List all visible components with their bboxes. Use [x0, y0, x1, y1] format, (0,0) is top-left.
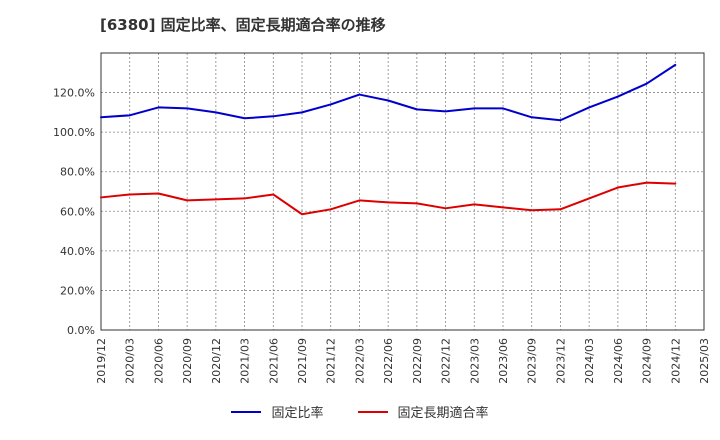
y-tick-label: 60.0%: [60, 205, 95, 218]
x-tick-label: 2021/12: [325, 338, 338, 384]
x-tick-label: 2020/09: [181, 338, 194, 384]
chart-title: [6380] 固定比率、固定長期適合率の推移: [100, 16, 386, 34]
x-tick-label: 2023/12: [554, 338, 567, 384]
legend-item-fixed-long-term-ratio: 固定長期適合率: [357, 402, 489, 421]
x-tick-label: 2024/12: [669, 338, 682, 384]
x-tick-label: 2019/12: [95, 338, 108, 384]
x-tick-label: 2024/09: [641, 338, 654, 384]
x-tick-label: 2024/06: [612, 338, 625, 384]
legend: 固定比率 固定長期適合率: [0, 402, 720, 421]
legend-swatch-fixed-long-term-ratio: [357, 410, 388, 413]
y-tick-label: 120.0%: [53, 87, 95, 100]
x-tick-label: 2020/03: [124, 338, 137, 384]
x-tick-label: 2022/06: [382, 338, 395, 384]
y-axis: 0.0% 20.0% 40.0% 60.0% 80.0% 100.0% 120.0%: [53, 87, 95, 337]
series-lines: [100, 63, 677, 216]
legend-item-fixed-ratio: 固定比率: [231, 402, 324, 421]
x-tick-label: 2021/03: [239, 338, 252, 384]
legend-label-fixed-ratio: 固定比率: [271, 406, 324, 421]
y-tick-label: 20.0%: [60, 284, 95, 297]
series-line-fixed-ratio: [100, 63, 677, 122]
y-tick-label: 80.0%: [60, 166, 95, 179]
x-tick-label: 2020/12: [210, 338, 223, 384]
x-tick-label: 2023/09: [526, 338, 539, 384]
x-tick-label: 2023/03: [468, 338, 481, 384]
grid-lines: [101, 53, 704, 331]
series-line-fixed-long-term-ratio: [100, 181, 677, 216]
y-tick-label: 0.0%: [67, 324, 95, 337]
x-tick-label: 2025/03: [698, 338, 711, 384]
x-tick-label: 2021/06: [267, 338, 280, 384]
legend-label-fixed-long-term-ratio: 固定長期適合率: [397, 406, 489, 421]
x-tick-label: 2024/03: [583, 338, 596, 384]
x-tick-label: 2023/06: [497, 338, 510, 384]
x-tick-label: 2020/06: [152, 338, 165, 384]
plot-area-frame: [100, 52, 705, 331]
y-tick-label: 40.0%: [60, 245, 95, 258]
legend-swatch-fixed-ratio: [231, 410, 262, 413]
x-tick-label: 2021/09: [296, 338, 309, 384]
x-tick-label: 2022/12: [440, 338, 453, 384]
y-tick-label: 100.0%: [53, 126, 95, 139]
x-tick-label: 2022/03: [353, 338, 366, 384]
x-tick-label: 2022/09: [411, 338, 424, 384]
x-axis: 2019/12 2020/03 2020/06 2020/09 2020/12 2021/…: [95, 338, 711, 384]
